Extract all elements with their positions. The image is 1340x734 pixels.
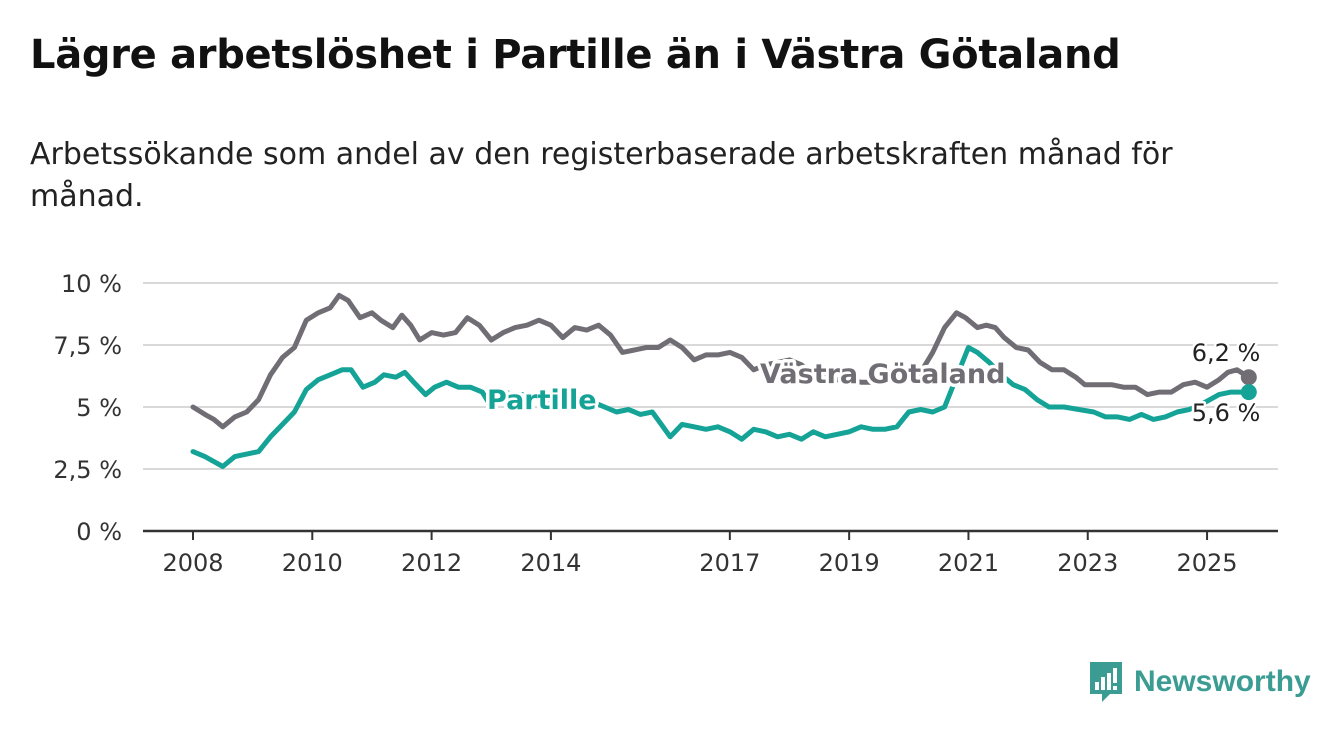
end-value-label-vastra-gotaland: 6,2 % xyxy=(1192,339,1261,367)
x-tick-label: 2025 xyxy=(1177,549,1238,577)
x-tick-label: 2019 xyxy=(819,549,880,577)
grid-lines xyxy=(143,282,1278,470)
chart-subtitle: Arbetssökande som andel av den registerb… xyxy=(30,137,1173,214)
x-axis: 2008 2010 2012 2014 2017 2019 2021 2023 2025 xyxy=(143,529,1278,577)
series-lines xyxy=(190,292,1257,469)
series-line-partille xyxy=(190,345,1252,469)
series-label-vastra-gotaland: Västra Götaland xyxy=(760,359,1005,390)
x-tick-label: 2017 xyxy=(699,549,760,577)
y-axis-labels: 0 % 2,5 % 5 % 7,5 % 10 % xyxy=(53,270,122,546)
line-chart: 0 % 2,5 % 5 % 7,5 % 10 % 2008 2010 2012 2014 201… xyxy=(53,270,1278,577)
x-tick-label: 2014 xyxy=(520,549,581,577)
x-tick-label: 2008 xyxy=(162,549,223,577)
newsworthy-logo-icon xyxy=(1090,662,1122,702)
y-tick-label: 7,5 % xyxy=(53,332,122,360)
series-label-partille: Partille xyxy=(487,385,597,416)
x-tick-label: 2021 xyxy=(938,549,999,577)
y-tick-label: 0 % xyxy=(76,518,122,546)
series-line-vastra-gotaland xyxy=(190,292,1252,430)
end-marker xyxy=(1240,369,1257,386)
brand-logo: Newsworthy xyxy=(1088,660,1311,704)
end-marker xyxy=(1240,384,1257,401)
y-tick-label: 2,5 % xyxy=(53,456,122,484)
x-tick-label: 2023 xyxy=(1057,549,1118,577)
brand-name: Newsworthy xyxy=(1134,665,1311,698)
y-tick-label: 5 % xyxy=(76,394,122,422)
chart-title: Lägre arbetslöshet i Partille än i Västr… xyxy=(30,32,1121,78)
x-tick-label: 2012 xyxy=(401,549,462,577)
series-labels: Västra Götaland Partille 6,2 % 5,6 % xyxy=(484,337,1263,430)
x-tick-label: 2010 xyxy=(282,549,343,577)
end-value-label-partille: 5,6 % xyxy=(1192,399,1261,427)
y-tick-label: 10 % xyxy=(61,270,122,298)
